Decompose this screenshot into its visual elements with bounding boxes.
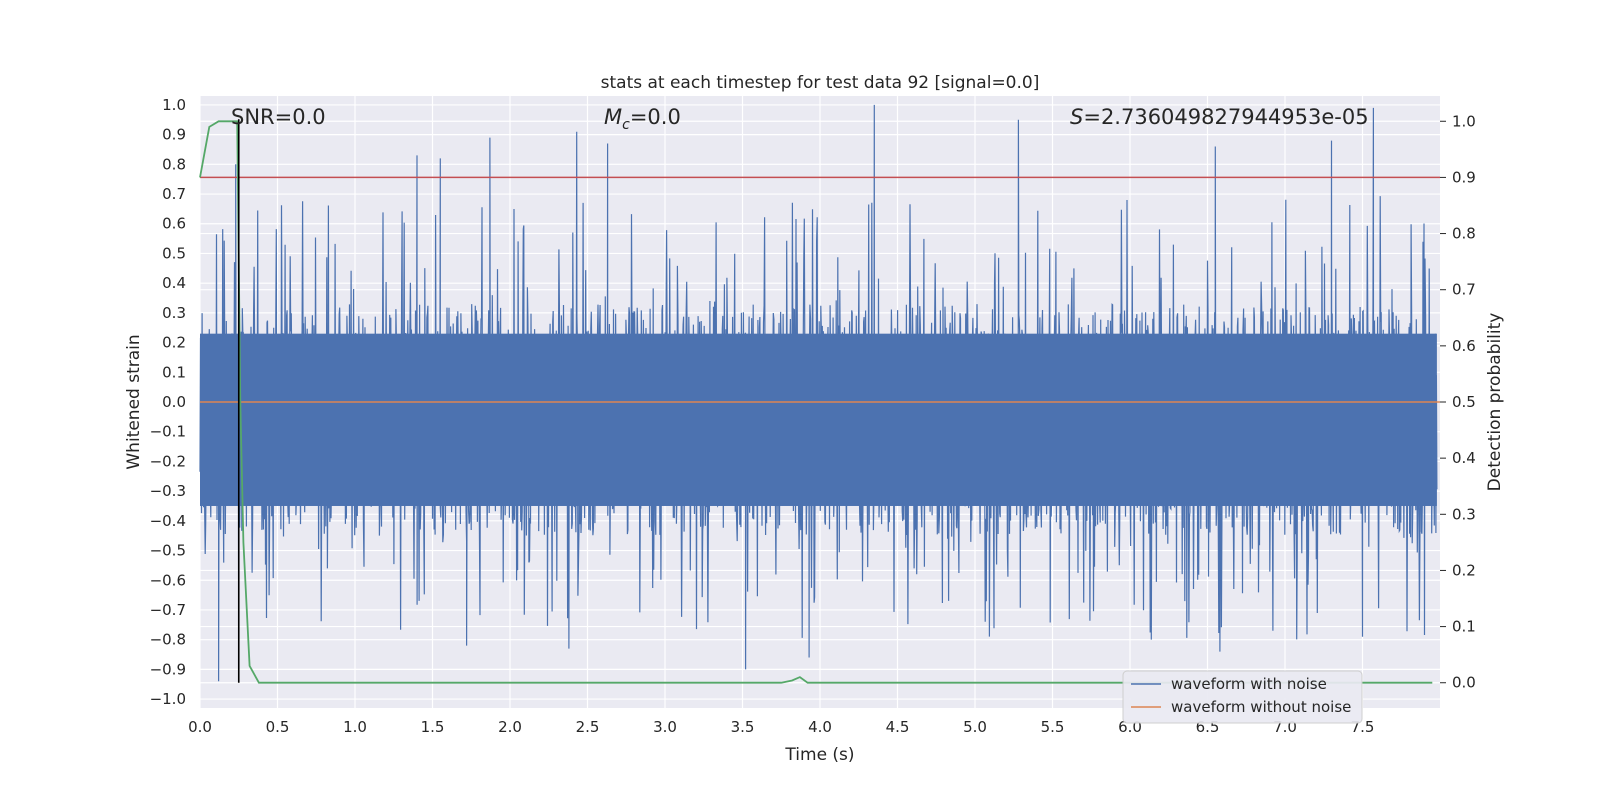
y-tick-label: 0.0	[162, 393, 186, 411]
y-tick-label: 0.6	[162, 215, 186, 233]
x-tick-label: 0.0	[188, 718, 212, 736]
y2-tick-label: 0.4	[1452, 449, 1476, 467]
y2-tick-label: 0.1	[1452, 618, 1476, 636]
snr-annotation: SNR=0.0	[231, 105, 326, 129]
x-tick-label: 3.5	[731, 718, 755, 736]
y-tick-label: −0.6	[150, 571, 186, 589]
x-axis-label: Time (s)	[784, 745, 854, 765]
y-tick-label: 0.4	[162, 274, 186, 292]
x-tick-label: 2.0	[498, 718, 522, 736]
y-tick-label: 0.2	[162, 334, 186, 352]
chart-title: stats at each timestep for test data 92 …	[601, 73, 1040, 93]
legend: waveform with noise waveform without noi…	[1122, 670, 1363, 724]
x-tick-label: 3.0	[653, 718, 677, 736]
legend-label-clean: waveform without noise	[1171, 698, 1351, 716]
legend-box	[1122, 670, 1363, 724]
detection-probability-line	[199, 120, 1433, 684]
x-tick-label: 1.5	[421, 718, 445, 736]
y2-tick-label: 0.9	[1452, 168, 1476, 186]
y-tick-label: 1.0	[162, 96, 186, 114]
s-symbol: S	[1070, 105, 1083, 129]
y-tick-label: −1.0	[150, 690, 186, 708]
y-tick-label: −0.1	[150, 423, 186, 441]
y2-tick-label: 0.5	[1452, 393, 1476, 411]
s-value: =2.736049827944953e-05	[1083, 105, 1368, 129]
x-tick-label: 0.5	[266, 718, 290, 736]
y-tick-label: −0.9	[150, 660, 186, 678]
y2-axis-label: Detection probability	[1485, 313, 1505, 492]
x-tick-label: 2.5	[576, 718, 600, 736]
x-tick-label: 1.0	[343, 718, 367, 736]
x-tick-label: 4.0	[808, 718, 832, 736]
y-tick-label: 0.7	[162, 185, 186, 203]
y-tick-label: −0.7	[150, 601, 186, 619]
y-tick-label: −0.2	[150, 452, 186, 470]
y-tick-label: −0.8	[150, 631, 186, 649]
y-tick-label: 0.3	[162, 304, 186, 322]
x-tick-label: 5.0	[963, 718, 987, 736]
noise-waveform-core	[200, 333, 1437, 506]
y2-tick-label: 0.2	[1452, 561, 1476, 579]
y2-tick-label: 0.3	[1452, 505, 1476, 523]
right-axis-ticks: 1.0 0.9 0.8 0.7 0.6 0.5 0.4 0.3 0.2 0.1 0.0	[1440, 112, 1476, 692]
y2-tick-label: 0.0	[1452, 674, 1476, 692]
chirp-mass-value: =0.0	[630, 105, 681, 129]
y-tick-label: 0.9	[162, 126, 186, 144]
left-axis-ticks: 1.0 0.9 0.8 0.7 0.6 0.5 0.4 0.3 0.2 0.1 0.0 −0.1 −0.…	[150, 96, 186, 708]
y-axis-label: Whitened strain	[124, 334, 144, 469]
chirp-mass-symbol: M	[604, 105, 622, 129]
legend-label-noise: waveform with noise	[1171, 675, 1327, 693]
x-tick-label: 5.5	[1041, 718, 1065, 736]
y-tick-label: 0.5	[162, 244, 186, 262]
y2-tick-label: 1.0	[1452, 112, 1476, 130]
chirp-mass-annotation: Mc=0.0	[604, 105, 681, 133]
chirp-mass-subscript: c	[622, 117, 630, 133]
y-tick-label: −0.3	[150, 482, 186, 500]
y2-tick-label: 0.7	[1452, 281, 1476, 299]
y-tick-label: −0.5	[150, 542, 186, 560]
x-axis-ticks: 0.0 0.5 1.0 1.5 2.0 2.5 3.0 3.5 4.0 4.5 5.0 5.5 6.0 6…	[188, 718, 1374, 736]
s-annotation: S=2.736049827944953e-05	[1070, 105, 1369, 129]
x-tick-label: 4.5	[886, 718, 910, 736]
y2-tick-label: 0.8	[1452, 225, 1476, 243]
overlay-lines	[199, 119, 1440, 684]
y-tick-label: −0.4	[150, 512, 186, 530]
series-waveform-with-noise	[199, 104, 1438, 682]
y-tick-label: 0.8	[162, 155, 186, 173]
y2-tick-label: 0.6	[1452, 337, 1476, 355]
y-tick-label: 0.1	[162, 363, 186, 381]
